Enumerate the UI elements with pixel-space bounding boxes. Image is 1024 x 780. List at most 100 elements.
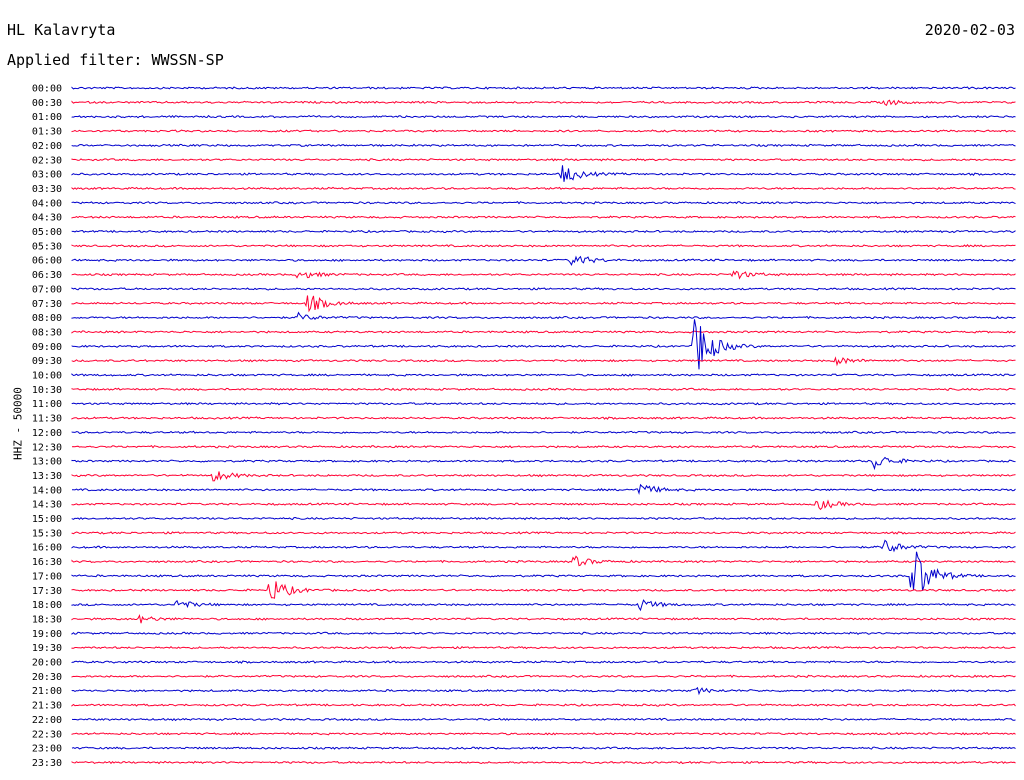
- row-label-0900: 09:00: [32, 342, 62, 353]
- row-label-1430: 14:30: [32, 500, 62, 511]
- row-label-1630: 16:30: [32, 557, 62, 568]
- trace-1600: [71, 539, 1016, 553]
- row-label-0600: 06:00: [32, 256, 62, 267]
- trace-1030: [71, 387, 1016, 392]
- row-label-1930: 19:30: [32, 643, 62, 654]
- station-title: HL Kalavryta: [7, 21, 116, 39]
- row-label-0330: 03:30: [32, 184, 62, 195]
- row-label-0100: 01:00: [32, 112, 62, 123]
- trace-2000: [71, 660, 1016, 664]
- trace-1930: [71, 645, 1016, 650]
- trace-0100: [71, 114, 1016, 119]
- trace-1900: [71, 631, 1016, 636]
- row-label-2230: 22:30: [32, 729, 62, 740]
- row-label-1530: 15:30: [32, 528, 62, 539]
- trace-0430: [71, 215, 1016, 219]
- row-label-0530: 05:30: [32, 241, 62, 252]
- row-label-1500: 15:00: [32, 514, 62, 525]
- trace-0330: [71, 186, 1016, 191]
- trace-2200: [71, 717, 1016, 722]
- trace-2130: [71, 703, 1016, 707]
- trace-0530: [71, 244, 1016, 248]
- row-label-0800: 08:00: [32, 313, 62, 324]
- trace-0300: [71, 165, 1016, 182]
- row-label-0130: 01:30: [32, 127, 62, 138]
- row-label-1800: 18:00: [32, 600, 62, 611]
- trace-1800: [71, 599, 1016, 612]
- row-label-0430: 04:30: [32, 213, 62, 224]
- date-label: 2020-02-03: [924, 21, 1015, 39]
- trace-2100: [71, 686, 1016, 696]
- row-label-2030: 20:30: [32, 672, 62, 683]
- trace-1130: [71, 416, 1016, 420]
- row-label-2330: 23:30: [32, 758, 62, 769]
- trace-0830: [71, 330, 1016, 334]
- row-label-1830: 18:30: [32, 614, 62, 625]
- row-label-1000: 10:00: [32, 371, 62, 382]
- row-label-0400: 04:00: [32, 198, 62, 209]
- trace-0000: [71, 86, 1016, 90]
- row-label-1130: 11:30: [32, 414, 62, 425]
- trace-2300: [71, 746, 1016, 750]
- row-label-0230: 02:30: [32, 155, 62, 166]
- row-label-1730: 17:30: [32, 586, 62, 597]
- row-label-1230: 12:30: [32, 442, 62, 453]
- trace-1500: [71, 516, 1016, 521]
- trace-1730: [71, 581, 1016, 599]
- row-label-0000: 00:00: [32, 84, 62, 95]
- trace-0800: [71, 311, 1016, 320]
- row-label-2300: 23:00: [32, 744, 62, 755]
- row-label-1030: 10:30: [32, 385, 62, 396]
- trace-2330: [71, 760, 1016, 765]
- row-label-1900: 19:00: [32, 629, 62, 640]
- trace-1000: [71, 373, 1016, 377]
- trace-1700: [71, 551, 1016, 591]
- trace-1330: [71, 471, 1016, 482]
- filter-label: Applied filter: WWSSN-SP: [7, 51, 224, 69]
- trace-1430: [71, 499, 1016, 511]
- trace-0700: [71, 287, 1016, 291]
- trace-2030: [71, 674, 1016, 679]
- trace-1400: [71, 483, 1016, 496]
- trace-0600: [71, 255, 1016, 266]
- trace-2230: [71, 731, 1016, 736]
- row-label-2000: 20:00: [32, 658, 62, 669]
- row-label-1300: 13:00: [32, 457, 62, 468]
- trace-0730: [71, 295, 1016, 313]
- trace-1630: [71, 555, 1016, 567]
- trace-0500: [71, 229, 1016, 234]
- trace-0630: [71, 270, 1016, 280]
- row-label-0930: 09:30: [32, 356, 62, 367]
- row-label-1600: 16:00: [32, 543, 62, 554]
- row-label-2130: 21:30: [32, 701, 62, 712]
- trace-0200: [71, 143, 1016, 148]
- trace-0900: [71, 319, 1016, 370]
- row-label-0500: 05:00: [32, 227, 62, 238]
- row-label-0630: 06:30: [32, 270, 62, 281]
- row-label-1100: 11:00: [32, 399, 62, 410]
- trace-1100: [71, 402, 1016, 406]
- trace-0130: [71, 129, 1016, 133]
- row-label-1700: 17:00: [32, 571, 62, 582]
- trace-1530: [71, 531, 1016, 535]
- row-label-0030: 00:30: [32, 98, 62, 109]
- row-label-2100: 21:00: [32, 686, 62, 697]
- trace-0230: [71, 158, 1016, 162]
- trace-1200: [71, 430, 1016, 434]
- trace-0400: [71, 200, 1016, 205]
- row-label-0200: 02:00: [32, 141, 62, 152]
- row-label-1400: 14:00: [32, 485, 62, 496]
- trace-1830: [71, 613, 1016, 624]
- trace-0930: [71, 356, 1016, 367]
- row-label-1200: 12:00: [32, 428, 62, 439]
- trace-1230: [71, 444, 1016, 449]
- row-label-1330: 13:30: [32, 471, 62, 482]
- row-label-0700: 07:00: [32, 284, 62, 295]
- row-label-0730: 07:30: [32, 299, 62, 310]
- row-label-0830: 08:30: [32, 327, 62, 338]
- trace-0030: [71, 99, 1016, 107]
- row-label-2200: 22:00: [32, 715, 62, 726]
- row-label-0300: 03:00: [32, 170, 62, 181]
- trace-1300: [71, 456, 1016, 471]
